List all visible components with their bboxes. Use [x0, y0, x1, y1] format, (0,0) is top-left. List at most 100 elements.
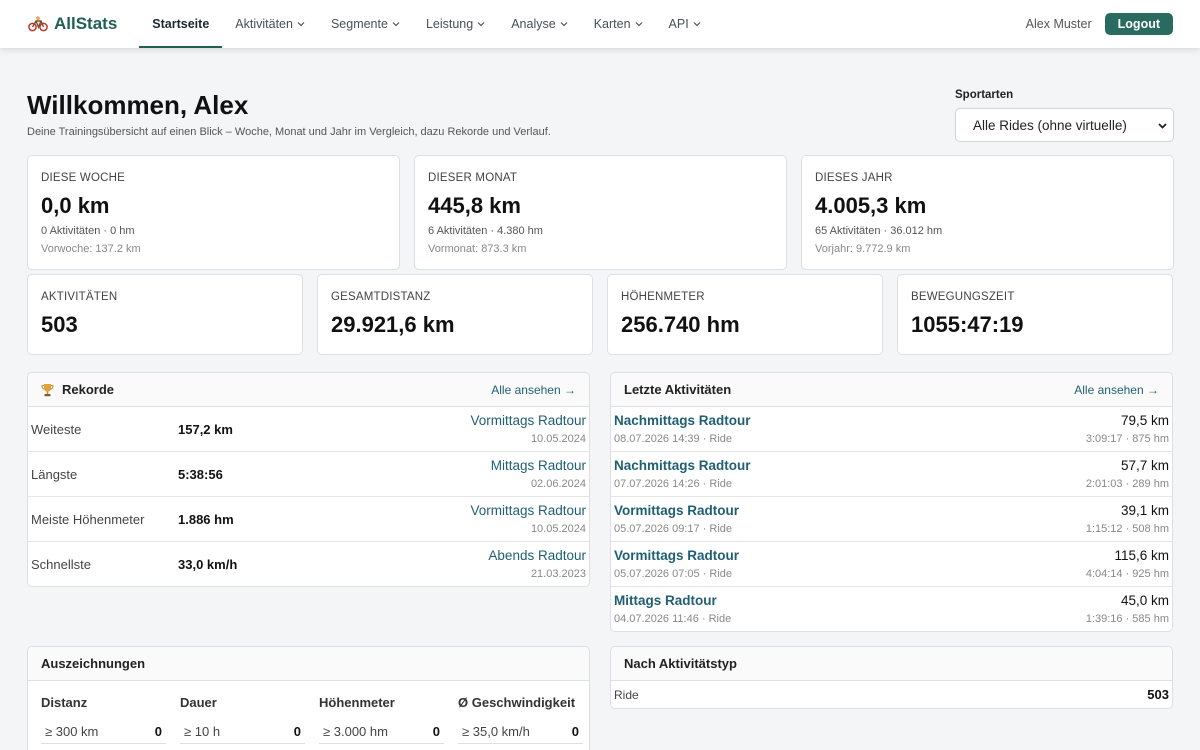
activity-type-name: Ride	[614, 688, 639, 702]
top-navbar: AllStats Startseite Aktivitäten Segmente…	[0, 0, 1200, 48]
nav-item-api[interactable]: API	[656, 0, 714, 48]
recent-view-all-link[interactable]: Alle ansehen →	[1074, 382, 1159, 397]
record-value: 33,0 km/h	[178, 557, 238, 572]
award-title: Ø Geschwindigkeit	[458, 695, 576, 710]
nav-item-label: Analyse	[511, 17, 556, 31]
chevron-down-icon	[1158, 123, 1167, 129]
award-row: ≥ 35,0 km/h 0	[458, 720, 583, 744]
nav-item-label: Startseite	[152, 17, 210, 31]
chevron-down-icon	[392, 22, 400, 27]
stat-prev: Vorwoche: 137.2 km	[41, 243, 141, 255]
nav-item-label: API	[668, 17, 689, 31]
brand-name: AllStats	[54, 14, 118, 33]
award-threshold: ≥ 35,0 km/h	[462, 724, 530, 739]
award-duration: Dauer ≥ 10 h 0	[180, 695, 305, 744]
stat-value: 503	[41, 312, 78, 337]
record-label: Längste	[31, 467, 78, 482]
stat-value: 256.740 hm	[621, 312, 740, 337]
chevron-down-icon	[477, 22, 485, 27]
nav-item-analyse[interactable]: Analyse	[498, 0, 580, 48]
record-activity-link[interactable]: Mittags Radtour	[490, 458, 586, 473]
list-item: Weiteste 157,2 km Vormittags Radtour 10.…	[28, 407, 589, 452]
card-this-year: DIESES JAHR 4.005,3 km 65 Aktivitäten · …	[801, 155, 1174, 270]
records-view-all-link[interactable]: Alle ansehen →	[491, 382, 576, 397]
awards-header: Auszeichnungen	[28, 647, 589, 681]
card-this-week: DIESE WOCHE 0,0 km 0 Aktivitäten · 0 hm …	[27, 155, 400, 270]
stat-value: 1055:47:19	[911, 312, 1024, 337]
nav-item-label: Segmente	[330, 17, 388, 31]
nav-item-karten[interactable]: Karten	[581, 0, 656, 48]
activity-meta: 05.07.2026 09:17 · Ride	[614, 523, 733, 535]
record-value: 5:38:56	[178, 467, 223, 482]
nav-item-leistung[interactable]: Leistung	[413, 0, 498, 48]
panel-title: Auszeichnungen	[41, 656, 146, 671]
list-item: Ride 503	[611, 681, 1172, 709]
trophy-icon	[41, 383, 54, 396]
award-count: 0	[571, 724, 579, 739]
list-item: Meiste Höhenmeter 1.886 hm Vormittags Ra…	[28, 497, 589, 542]
activity-type-count: 503	[1147, 687, 1169, 702]
activity-link[interactable]: Vormittags Radtour	[614, 503, 740, 518]
records-panel: Rekorde Alle ansehen → Weiteste 157,2 km…	[27, 372, 590, 587]
recent-header: Letzte Aktivitäten Alle ansehen →	[611, 373, 1172, 407]
stat-prev: Vormonat: 873.3 km	[428, 243, 527, 255]
stat-value: 29.921,6 km	[331, 312, 455, 337]
award-elevation: Höhenmeter ≥ 3.000 hm 0	[319, 695, 444, 744]
card-total-elevation: HÖHENMETER 256.740 hm	[607, 274, 883, 355]
awards-panel: Auszeichnungen Distanz ≥ 300 km 0 Dauer …	[27, 646, 590, 750]
award-distance: Distanz ≥ 300 km 0	[41, 695, 166, 744]
activity-link[interactable]: Mittags Radtour	[614, 593, 717, 608]
by-type-header: Nach Aktivitätstyp	[611, 647, 1172, 681]
list-item: Nachmittags Radtour 07.07.2026 14:26 · R…	[611, 452, 1172, 497]
activity-stats: 4:04:14 · 925 hm	[1085, 568, 1169, 580]
stat-value: 445,8 km	[428, 193, 521, 218]
nav-item-startseite[interactable]: Startseite	[139, 0, 223, 48]
chevron-down-icon	[560, 22, 568, 27]
activity-meta: 08.07.2026 14:39 · Ride	[614, 433, 733, 445]
records-list: Weiteste 157,2 km Vormittags Radtour 10.…	[28, 407, 589, 587]
recent-activities-panel: Letzte Aktivitäten Alle ansehen → Nachmi…	[610, 372, 1173, 632]
records-header: Rekorde Alle ansehen →	[28, 373, 589, 407]
award-row: ≥ 10 h 0	[180, 720, 305, 744]
record-activity-link[interactable]: Vormittags Radtour	[470, 503, 586, 518]
record-activity-link[interactable]: Abends Radtour	[488, 548, 586, 563]
panel-title: Letzte Aktivitäten	[624, 382, 732, 397]
chevron-down-icon	[635, 22, 642, 27]
bicycle-icon	[28, 16, 48, 32]
award-count: 0	[293, 724, 301, 739]
activity-distance: 57,7 km	[1120, 458, 1169, 473]
activity-stats: 1:39:16 · 585 hm	[1085, 613, 1169, 625]
sport-filter-select[interactable]: Alle Rides (ohne virtuelle)	[955, 108, 1174, 142]
activity-link[interactable]: Vormittags Radtour	[614, 548, 740, 563]
record-activity-link[interactable]: Vormittags Radtour	[470, 413, 586, 428]
nav-item-aktivitaeten[interactable]: Aktivitäten	[222, 0, 318, 48]
stat-label: DIESES JAHR	[815, 172, 893, 184]
activity-link[interactable]: Nachmittags Radtour	[614, 458, 751, 473]
nav-item-label: Karten	[593, 17, 631, 31]
stat-sub: 6 Aktivitäten · 4.380 hm	[428, 225, 543, 237]
activity-link[interactable]: Nachmittags Radtour	[614, 413, 751, 428]
record-date: 10.05.2024	[530, 523, 586, 535]
award-count: 0	[154, 724, 162, 739]
activity-distance: 45,0 km	[1120, 593, 1169, 608]
award-threshold: ≥ 300 km	[45, 724, 99, 739]
nav-item-segmente[interactable]: Segmente	[318, 0, 413, 48]
logout-button[interactable]: Logout	[1104, 13, 1173, 35]
chevron-down-icon	[297, 22, 305, 27]
activity-meta: 07.07.2026 14:26 · Ride	[614, 478, 733, 490]
stat-label: BEWEGUNGSZEIT	[911, 291, 1015, 303]
nav-item-label: Leistung	[425, 17, 474, 31]
activity-stats: 2:01:03 · 289 hm	[1085, 478, 1169, 490]
by-type-panel: Nach Aktivitätstyp Ride 503	[610, 646, 1173, 709]
sport-filter-value: Alle Rides (ohne virtuelle)	[973, 117, 1127, 133]
stat-label: DIESER MONAT	[428, 172, 518, 184]
nav-item-label: Aktivitäten	[235, 17, 293, 31]
list-item: Vormittags Radtour 05.07.2026 09:17 · Ri…	[611, 497, 1172, 542]
user-name: Alex Muster	[1025, 17, 1092, 31]
user-area: Alex Muster Logout	[1026, 13, 1173, 35]
award-threshold: ≥ 3.000 hm	[323, 724, 388, 739]
activity-distance: 115,6 km	[1114, 548, 1169, 563]
card-total-activities: AKTIVITÄTEN 503	[27, 274, 303, 355]
stat-prev: Vorjahr: 9.772.9 km	[815, 243, 911, 255]
brand-logo[interactable]: AllStats	[28, 14, 117, 34]
